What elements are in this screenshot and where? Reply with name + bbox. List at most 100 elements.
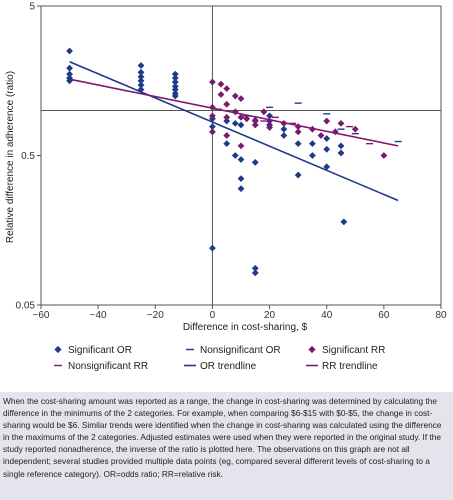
sig-or-point xyxy=(171,78,179,86)
sig-rr-point xyxy=(266,117,273,125)
sig-or-point xyxy=(66,47,73,55)
sig-or-point xyxy=(237,121,245,129)
legend-entry-rr-trend: RR trendline xyxy=(306,361,378,372)
sig-or-point xyxy=(223,140,231,148)
sig-or-point xyxy=(340,218,348,226)
sig-or-point xyxy=(294,140,302,148)
sig-or-point xyxy=(251,264,259,272)
sig-or-point xyxy=(137,86,145,93)
scatter-chart: Relative difference in adherence (ratio)… xyxy=(5,2,447,373)
legend-marker xyxy=(308,345,316,354)
sig-or-point xyxy=(231,119,239,127)
or-trend-trendline xyxy=(69,60,399,202)
data-layer xyxy=(66,47,402,277)
sig-rr-point xyxy=(294,123,302,131)
sig-rr-point xyxy=(243,115,251,123)
x-axis-label: Difference in cost-sharing, $ xyxy=(183,322,308,333)
sig-rr-point xyxy=(280,119,288,127)
sig-or-point xyxy=(337,149,345,157)
sig-or-point xyxy=(137,62,145,69)
sig-rr-point xyxy=(237,113,245,121)
sig-or-point xyxy=(171,74,179,82)
sig-rr-point xyxy=(223,132,231,139)
y-tick-label: 0.05 xyxy=(16,301,36,312)
sig-rr-point xyxy=(223,100,231,108)
x-tick-label: 40 xyxy=(321,310,333,321)
legend-label: Significant OR xyxy=(68,345,132,356)
x-tick-label: −40 xyxy=(90,310,107,321)
sig-or-point xyxy=(231,152,239,159)
x-tick-label: 20 xyxy=(264,310,276,321)
sig-or-point xyxy=(66,64,73,72)
x-tick-label: −20 xyxy=(147,310,164,321)
sig-rr-point xyxy=(317,132,325,139)
sig-rr-point xyxy=(217,80,225,88)
sig-or-point xyxy=(323,163,331,171)
legend-entry-sig-rr: Significant RR xyxy=(308,345,385,356)
legend-label: Nonsignificant RR xyxy=(68,361,148,372)
sig-rr-point xyxy=(260,108,268,116)
legend-label: Significant RR xyxy=(322,345,385,356)
sig-rr-point xyxy=(223,113,231,121)
sig-rr-point xyxy=(209,128,216,136)
sig-or-point xyxy=(237,156,245,163)
sig-or-point xyxy=(66,77,73,85)
sig-or-point xyxy=(280,132,288,139)
y-axis-label: Relative difference in adherence (ratio) xyxy=(5,71,16,243)
sig-or-point xyxy=(209,244,216,252)
x-tick-label: −60 xyxy=(33,310,50,321)
sig-rr-point xyxy=(380,152,388,159)
sig-or-point xyxy=(280,125,288,133)
sig-or-point xyxy=(309,152,316,159)
y-tick-label: 0.5 xyxy=(21,151,35,162)
sig-rr-point xyxy=(323,117,331,125)
sig-rr-point xyxy=(337,119,345,127)
legend-entry-or-trend: OR trendline xyxy=(184,361,257,372)
sig-rr-point xyxy=(209,78,216,86)
sig-or-point xyxy=(137,77,145,85)
sig-or-point xyxy=(323,135,331,142)
x-tick-label: 0 xyxy=(210,310,216,321)
sig-rr-point xyxy=(231,92,239,100)
sig-rr-point xyxy=(217,91,225,98)
figure-caption: When the cost-sharing amount was reporte… xyxy=(0,392,453,500)
y-tick-label: 5 xyxy=(29,2,35,13)
sig-or-point xyxy=(309,140,316,148)
sig-rr-point xyxy=(209,112,216,120)
sig-rr-point xyxy=(251,121,259,129)
sig-or-point xyxy=(209,123,216,131)
sig-rr-point xyxy=(209,103,216,111)
sig-or-point xyxy=(251,269,259,277)
sig-or-point xyxy=(237,175,245,183)
sig-rr-point xyxy=(309,125,316,133)
sig-rr-point xyxy=(266,124,273,131)
sig-rr-point xyxy=(351,125,359,133)
sig-rr-point xyxy=(231,108,239,116)
sig-rr-point xyxy=(223,85,231,93)
sig-rr-point xyxy=(251,117,259,125)
sig-or-point xyxy=(137,73,145,81)
legend-label: RR trendline xyxy=(322,361,378,372)
sig-or-point xyxy=(237,185,245,193)
sig-or-point xyxy=(171,86,179,93)
sig-or-point xyxy=(294,171,302,179)
sig-or-point xyxy=(323,145,331,153)
sig-or-point xyxy=(137,68,145,76)
sig-rr-point xyxy=(331,128,339,136)
legend-marker xyxy=(54,345,62,354)
x-tick-label: 60 xyxy=(378,310,390,321)
sig-or-point xyxy=(66,70,73,78)
chart-figure: Relative difference in adherence (ratio)… xyxy=(5,1,447,373)
sig-rr-point xyxy=(237,95,245,103)
sig-rr-point xyxy=(294,128,302,136)
legend-entry-nonsig-or: Nonsignificant OR xyxy=(186,345,281,356)
x-tick-label: 80 xyxy=(435,310,447,321)
sig-or-point xyxy=(251,158,259,166)
legend-entry-nonsig-rr: Nonsignificant RR xyxy=(54,361,148,372)
sig-or-point xyxy=(266,112,273,120)
sig-or-point xyxy=(171,92,179,100)
sig-or-point xyxy=(337,142,345,150)
sig-or-point xyxy=(223,117,231,125)
sig-or-point xyxy=(171,70,179,78)
sig-rr-point xyxy=(237,142,245,150)
